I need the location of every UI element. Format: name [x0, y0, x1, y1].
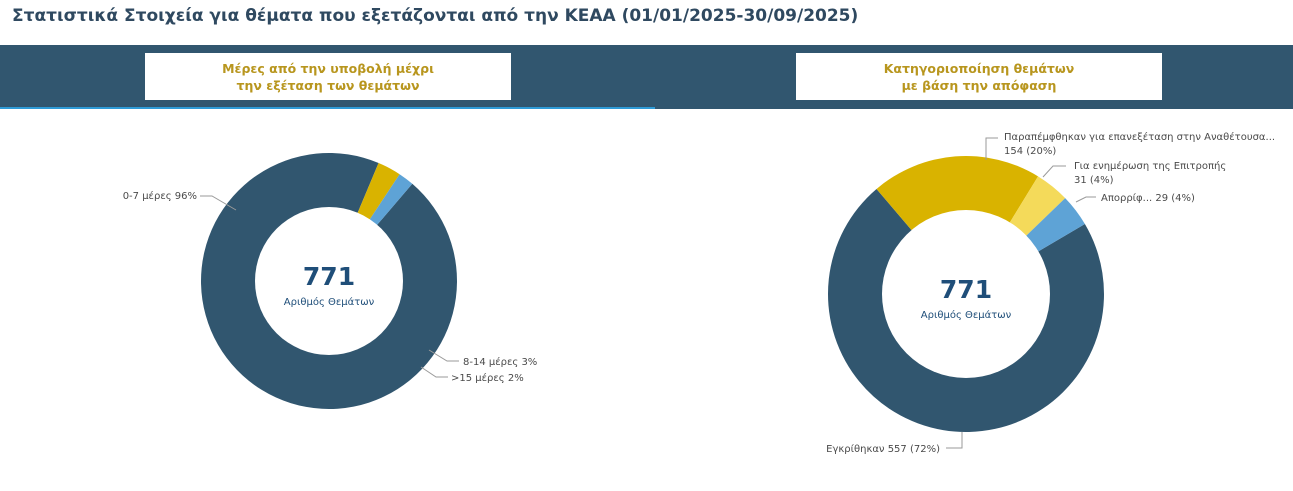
label-0-7-days: 0-7 μέρες 96%	[123, 190, 197, 202]
charts-canvas: 771 Αριθμός Θεμάτων 0-7 μέρες 96% 8-14 μ…	[123, 131, 1275, 455]
days-donut-hole	[255, 207, 403, 355]
page-title: Στατιστικά Στοιχεία για θέματα που εξετά…	[12, 6, 859, 26]
leader-0-7	[200, 195, 237, 211]
leader-info	[1042, 165, 1066, 178]
label-info: Για ενημέρωση της Επιτροπής	[1074, 160, 1226, 172]
decision-total-value: 771	[940, 275, 992, 304]
decision-donut-chart[interactable]: 771 Αριθμός Θεμάτων Παραπέμφθηκαν για επ…	[826, 131, 1275, 455]
days-chart-header-line1: Μέρες από την υποβολή μέχρι	[222, 60, 434, 76]
decision-chart-header-line1: Κατηγοριοποίηση θεμάτων	[883, 60, 1075, 76]
decision-chart-header: Κατηγοριοποίηση θεμάτων με βάση την απόφ…	[796, 53, 1162, 100]
leader-approved	[946, 432, 963, 449]
label-rejected: Απορρίφ... 29 (4%)	[1101, 192, 1195, 204]
days-total-value: 771	[303, 262, 355, 291]
leader-referred	[985, 137, 998, 160]
leader-rejected	[1075, 196, 1096, 203]
label-15-plus-days: >15 μέρες 2%	[451, 372, 524, 384]
label-referred-value: 154 (20%)	[1004, 146, 1056, 157]
leader-15-plus	[420, 366, 448, 378]
header-band-bottom-line	[655, 107, 1293, 109]
label-8-14-days: 8-14 μέρες 3%	[463, 356, 537, 368]
header-band-accent-line	[0, 107, 655, 109]
label-info-value: 31 (4%)	[1074, 175, 1114, 186]
label-referred: Παραπέμφθηκαν για επανεξέταση στην Αναθέ…	[1004, 131, 1275, 143]
leader-8-14	[428, 349, 459, 362]
days-chart-header: Μέρες από την υποβολή μέχρι την εξέταση …	[145, 53, 511, 100]
decision-donut-hole	[882, 210, 1050, 378]
days-total-label: Αριθμός Θεμάτων	[284, 296, 375, 308]
decision-total-label: Αριθμός Θεμάτων	[921, 309, 1012, 321]
label-approved: Εγκρίθηκαν 557 (72%)	[826, 443, 940, 455]
days-donut-chart[interactable]: 771 Αριθμός Θεμάτων 0-7 μέρες 96% 8-14 μ…	[123, 152, 538, 409]
decision-chart-header-line2: με βάση την απόφαση	[901, 77, 1057, 93]
days-chart-header-line2: την εξέταση των θεμάτων	[236, 77, 420, 93]
